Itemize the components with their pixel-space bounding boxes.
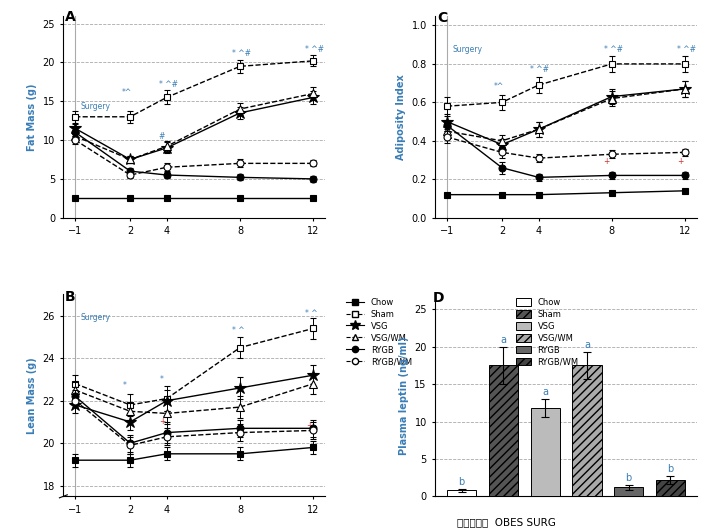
Legend: Chow, Sham, VSG, VSG/WM, RYGB, RYGB/WM: Chow, Sham, VSG, VSG/WM, RYGB, RYGB/WM	[513, 295, 582, 370]
Bar	[614, 487, 643, 496]
Text: b: b	[458, 477, 465, 487]
Text: b: b	[667, 465, 674, 474]
Bar	[656, 480, 685, 496]
Text: *^: *^	[494, 82, 504, 91]
Y-axis label: Lean Mass (g): Lean Mass (g)	[27, 357, 37, 434]
Y-axis label: Fat Mass (g): Fat Mass (g)	[27, 83, 37, 150]
Text: b: b	[626, 474, 631, 483]
Bar	[572, 365, 601, 496]
Text: a: a	[542, 388, 548, 398]
Text: a: a	[501, 335, 506, 345]
Text: *: *	[123, 381, 127, 390]
Text: +: +	[603, 157, 610, 166]
Text: Surgery: Surgery	[81, 102, 111, 111]
Text: *: *	[160, 374, 163, 383]
Text: * ^#: * ^#	[305, 45, 324, 54]
Text: * ^#: * ^#	[677, 45, 696, 54]
Text: #: #	[158, 131, 165, 140]
Text: * ^#: * ^#	[530, 64, 549, 73]
Text: * ^#: * ^#	[158, 80, 177, 89]
Text: B: B	[65, 290, 76, 304]
Text: * ^#: * ^#	[603, 45, 622, 54]
Text: *^: *^	[122, 88, 132, 97]
Y-axis label: Adiposity Index: Adiposity Index	[396, 74, 406, 159]
Y-axis label: Plasma leptin (ng/ml): Plasma leptin (ng/ml)	[398, 336, 409, 455]
Text: +: +	[677, 157, 683, 166]
Legend: Chow, Sham, VSG, VSG/WM, RYGB, RYGB/WM: Chow, Sham, VSG, VSG/WM, RYGB, RYGB/WM	[342, 295, 415, 370]
Text: +: +	[160, 417, 166, 426]
Text: Surgery: Surgery	[453, 45, 482, 54]
Text: * ^: * ^	[232, 326, 244, 335]
Text: C: C	[437, 11, 447, 25]
Bar	[447, 491, 477, 496]
Text: a: a	[584, 340, 590, 350]
Text: D: D	[432, 291, 444, 305]
Text: 图片来源：  OBES SURG: 图片来源： OBES SURG	[458, 517, 556, 527]
Text: Surgery: Surgery	[81, 313, 111, 322]
Text: +: +	[306, 421, 313, 430]
Text: * ^#: * ^#	[232, 49, 251, 58]
Bar	[531, 408, 560, 496]
Text: A: A	[65, 10, 76, 24]
Bar	[489, 365, 518, 496]
Text: * ^: * ^	[305, 309, 318, 318]
